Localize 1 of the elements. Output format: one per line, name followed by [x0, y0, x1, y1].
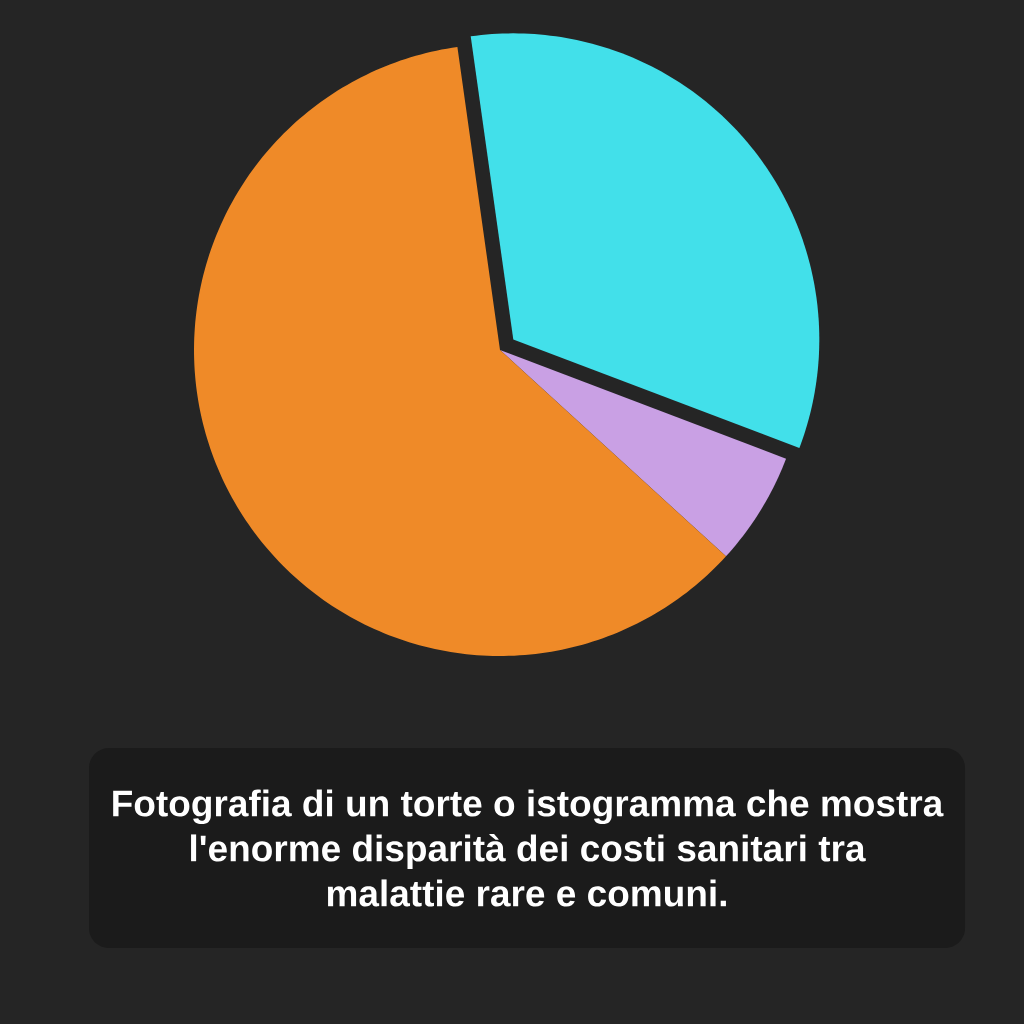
text: Fotografia di un torte o istogramma che mostra l'enorme disparità dei costi sanitari tra malattie rare e comuni. — [113, 789, 944, 907]
